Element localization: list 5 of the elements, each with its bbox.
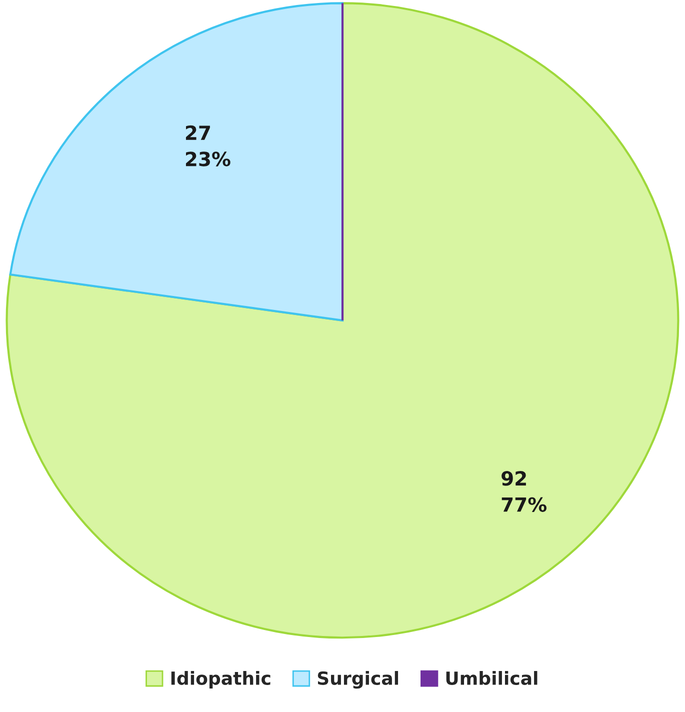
- legend-label: Umbilical: [446, 671, 538, 685]
- data-label: 92 77%: [502, 471, 546, 512]
- data-label: 27 23%: [186, 125, 230, 166]
- legend-label: Surgical: [318, 671, 398, 689]
- legend-label: Idiopathic: [171, 671, 270, 688]
